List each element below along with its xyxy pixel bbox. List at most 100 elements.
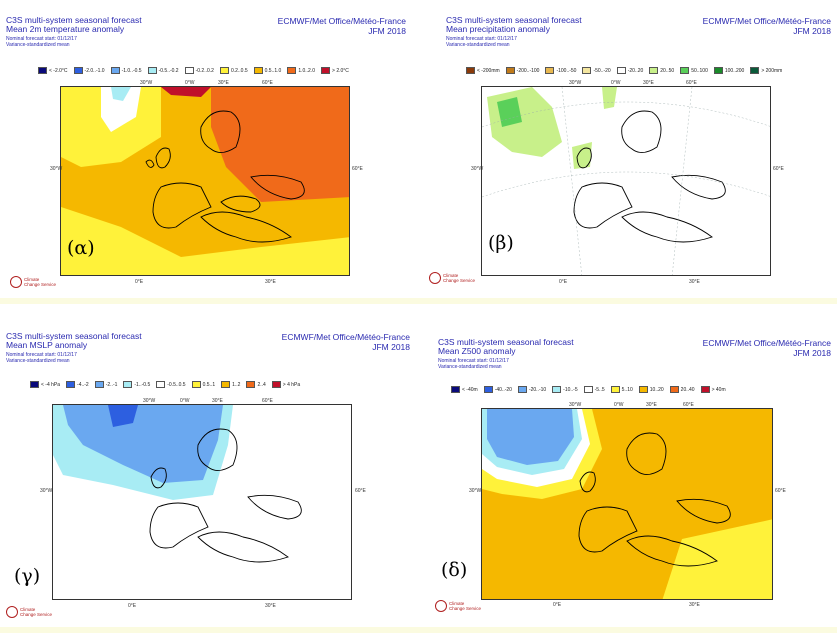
tick-label: 30°E [689, 602, 700, 608]
method-note: Variance-standardized mean [438, 364, 502, 370]
legend-swatch [321, 67, 331, 74]
panel-precipitation: C3S multi-system seasonal forecast Mean … [421, 0, 837, 298]
legend-label: 0.5..1 [202, 381, 216, 388]
c3s-logo: Climate Change Service [429, 272, 475, 284]
logo-mark-icon [10, 276, 22, 288]
legend-swatch [30, 381, 39, 388]
legend-swatch [649, 67, 659, 74]
legend-item: -20..20 [616, 67, 644, 74]
panel-z500: C3S multi-system seasonal forecast Mean … [421, 322, 837, 627]
legend-item: > 4 hPa [271, 381, 301, 388]
tick-label: 30°W [143, 398, 156, 404]
tick-label: 0°E [559, 279, 568, 285]
tick-label: 60°E [262, 398, 273, 404]
legend-label: 5..10 [621, 386, 633, 393]
legend-swatch [517, 386, 527, 393]
legend-swatch [253, 67, 263, 74]
tick-label: 0°W [614, 402, 624, 408]
map: (α) [60, 86, 350, 276]
tick-label: 30°E [218, 80, 229, 86]
season: JFM 2018 [368, 26, 406, 36]
legend-label: 0.2..0.5 [230, 67, 248, 74]
legend-swatch [583, 386, 593, 393]
legend-swatch [147, 67, 157, 74]
anomaly-field [482, 87, 770, 275]
panel-subtitle: Nominal forecast start: 01/12/17 Varianc… [6, 36, 77, 48]
legend-item: 1..2 [221, 381, 240, 388]
panel-letter-outer: (γ) [14, 565, 41, 587]
panel-subtitle: Nominal forecast start: 01/12/17 Varianc… [438, 358, 509, 370]
legend-item: -1..-0.5 [123, 381, 150, 388]
season: JFM 2018 [372, 342, 410, 352]
legend-label: -0.5..0.5 [167, 381, 186, 388]
tick-label: 0°W [611, 80, 621, 86]
title-line-1: C3S multi-system seasonal forecast [6, 331, 142, 341]
legend-label: < -4 hPa [41, 381, 61, 388]
coastline-overlay [578, 432, 731, 567]
legend-label: -40..-20 [494, 386, 512, 393]
logo-text: Climate Change Service [24, 277, 56, 287]
legend-swatch [123, 381, 133, 388]
panel-letter-outer: (δ) [441, 559, 468, 581]
legend-item: < -4 hPa [30, 381, 60, 388]
tick-label: 60°E [262, 80, 273, 86]
title-line-1: C3S multi-system seasonal forecast [6, 15, 142, 25]
legend: < -4 hPa -4..-2 -2..-1 -1..-0.5 -0.5..0.5 0.5… [30, 380, 300, 389]
title-line-2: Mean 2m temperature anomaly [6, 24, 125, 34]
tick-label: 30°E [212, 398, 223, 404]
tick-label: 30°E [689, 279, 700, 285]
legend-item: 1.0..2.0 [287, 67, 315, 74]
legend-label: -20..20 [627, 67, 644, 74]
legend-label: -0.5..-0.2 [158, 67, 179, 74]
tick-label: 30°W [50, 166, 63, 172]
title-line-2: Mean Z500 anomaly [438, 346, 516, 356]
tick-label: 30°W [471, 166, 484, 172]
anomaly-field [482, 409, 772, 599]
legend-swatch [505, 67, 515, 74]
panel-mslp: C3S multi-system seasonal forecast Mean … [0, 322, 416, 627]
legend-swatch [271, 381, 281, 388]
legend-swatch [66, 381, 76, 388]
logo-line-2: Change Service [449, 606, 482, 611]
legend-swatch [616, 67, 626, 74]
legend-label: > 200mm [761, 67, 783, 74]
legend-label: -10..-5 [563, 386, 578, 393]
tick-label: 30°E [265, 603, 276, 609]
map: (β) [481, 86, 771, 276]
title-line-1: C3S multi-system seasonal forecast [446, 15, 582, 25]
legend-swatch [638, 386, 648, 393]
legend-label: < -40m [462, 386, 478, 393]
panel-org: ECMWF/Met Office/Météo-France JFM 2018 [703, 338, 831, 358]
legend-swatch [287, 67, 297, 74]
c3s-logo: Climate Change Service [435, 600, 481, 612]
method-note: Variance-standardized mean [6, 42, 70, 48]
logo-line-2: Change Service [24, 282, 57, 287]
legend-swatch [110, 67, 120, 74]
org-name: ECMWF/Met Office/Météo-France [281, 332, 410, 342]
legend-item: -40..-20 [483, 386, 512, 393]
anomaly-field [61, 87, 349, 275]
legend-label: 100..200 [724, 67, 745, 74]
tick-label: 0°E [553, 602, 562, 608]
forecast-start: Nominal forecast start: 01/12/17 [6, 352, 77, 358]
panel-title: C3S multi-system seasonal forecast Mean … [438, 338, 574, 356]
panel-org: ECMWF/Met Office/Météo-France JFM 2018 [282, 332, 410, 352]
legend-label: > 4 hPa [282, 381, 301, 388]
legend-swatch [680, 67, 690, 74]
legend-item: 5..10 [610, 386, 633, 393]
season: JFM 2018 [793, 26, 831, 36]
legend-item: -1.0..-0.5 [110, 67, 142, 74]
tick-label: 30°E [265, 279, 276, 285]
legend-label: > 2.0°C [332, 67, 349, 74]
legend-item: -20..-10 [517, 386, 546, 393]
legend-swatch [221, 381, 231, 388]
title-line-1: C3S multi-system seasonal forecast [438, 337, 574, 347]
tick-label: 0°E [135, 279, 144, 285]
tick-label: 0°W [180, 398, 190, 404]
legend-label: 0.5..1.0 [264, 67, 282, 74]
org-name: ECMWF/Met Office/Météo-France [702, 338, 831, 348]
tick-label: 30°E [643, 80, 654, 86]
coastline-overlay [145, 110, 305, 243]
legend-swatch [669, 386, 679, 393]
legend-label: -1.0..-0.5 [121, 67, 142, 74]
